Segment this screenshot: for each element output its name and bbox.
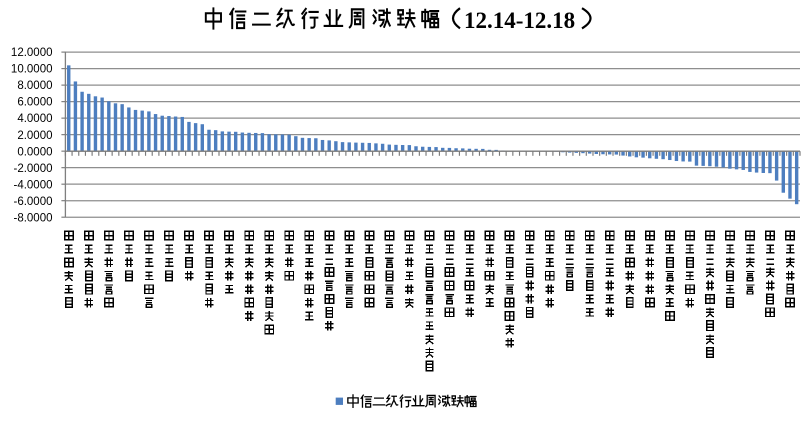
svg-text:12.14-12.18: 12.14-12.18	[464, 8, 575, 33]
svg-text:12.0000: 12.0000	[11, 47, 53, 59]
svg-text:-6.0000: -6.0000	[13, 196, 52, 208]
svg-text:4.0000: 4.0000	[17, 113, 52, 125]
svg-text:-2.0000: -2.0000	[13, 163, 52, 175]
svg-text:0.0000: 0.0000	[17, 146, 52, 158]
svg-text:6.0000: 6.0000	[17, 97, 52, 109]
svg-text:8.0000: 8.0000	[17, 80, 52, 92]
svg-text:-4.0000: -4.0000	[13, 179, 52, 191]
svg-text:-8.0000: -8.0000	[13, 212, 52, 224]
svg-text:2.0000: 2.0000	[17, 130, 52, 142]
svg-text:10.0000: 10.0000	[11, 64, 53, 76]
